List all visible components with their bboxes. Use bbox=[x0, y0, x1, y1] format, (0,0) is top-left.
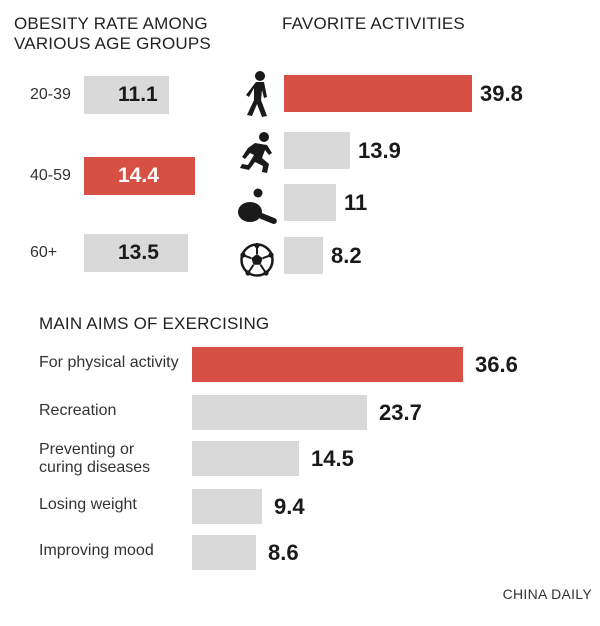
activity-value-label: 11 bbox=[344, 190, 368, 215]
obesity-value-label: 13.5 bbox=[118, 241, 159, 264]
obesity-value-label: 14.4 bbox=[118, 164, 159, 187]
aim-bar bbox=[192, 441, 299, 476]
aim-bar bbox=[192, 395, 367, 430]
activity-bar bbox=[284, 237, 323, 274]
aim-label: Losing weight bbox=[39, 496, 137, 513]
aim-value-label: 36.6 bbox=[475, 352, 518, 377]
activity-bar bbox=[284, 184, 336, 221]
activity-bar bbox=[284, 132, 350, 169]
obesity-chart-title: OBESITY RATE AMONG VARIOUS AGE GROUPS bbox=[14, 14, 211, 53]
obesity-bar: 14.4 bbox=[84, 157, 195, 195]
running-icon bbox=[238, 132, 278, 179]
age-group-label: 60+ bbox=[30, 244, 58, 261]
aim-label: Recreation bbox=[39, 402, 117, 419]
obesity-bar: 11.1 bbox=[84, 76, 169, 114]
obesity-bar: 13.5 bbox=[84, 234, 188, 272]
activity-value-label: 8.2 bbox=[331, 243, 362, 268]
activity-value-label: 13.9 bbox=[358, 138, 401, 163]
aim-label: Improving mood bbox=[39, 542, 154, 559]
activity-value-label: 39.8 bbox=[480, 81, 523, 106]
aim-value-label: 23.7 bbox=[379, 400, 422, 425]
activities-chart-title: FAVORITE ACTIVITIES bbox=[282, 14, 465, 33]
source-credit: CHINA DAILY bbox=[502, 586, 592, 602]
aim-bar bbox=[192, 489, 262, 524]
soccer-ball-icon bbox=[240, 242, 274, 282]
aim-value-label: 9.4 bbox=[274, 494, 305, 519]
activity-bar bbox=[284, 75, 472, 112]
age-group-label: 40-59 bbox=[30, 167, 71, 184]
aim-value-label: 14.5 bbox=[311, 446, 354, 471]
aim-label: Preventing or curing diseases bbox=[39, 441, 151, 476]
aim-label: For physical activity bbox=[39, 354, 179, 371]
obesity-value-label: 11.1 bbox=[118, 83, 158, 106]
walking-icon bbox=[240, 70, 276, 123]
age-group-label: 20-39 bbox=[30, 86, 71, 103]
aims-chart-title: MAIN AIMS OF EXERCISING bbox=[39, 314, 270, 333]
table-tennis-icon bbox=[236, 188, 280, 229]
aim-bar bbox=[192, 535, 256, 570]
aim-bar bbox=[192, 347, 463, 382]
aim-value-label: 8.6 bbox=[268, 540, 299, 565]
